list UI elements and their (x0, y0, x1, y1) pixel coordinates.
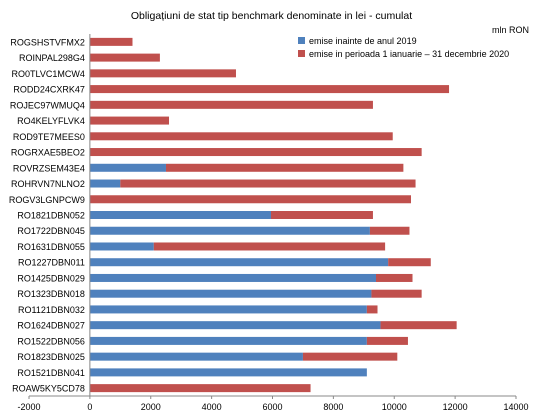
bar-segment-before-2019 (89, 179, 121, 188)
bar-segment-2020 (89, 195, 411, 204)
bar-segment-2020 (270, 211, 373, 219)
bar-segment-2020 (120, 179, 416, 188)
bar-segment-before-2019 (89, 163, 166, 172)
legend-label: emise inainte de anul 2019 (309, 36, 417, 46)
legend-label: emise in perioada 1 ianuarie – 31 decemb… (309, 49, 509, 59)
bar-segment-2020 (89, 69, 236, 78)
chart-title: Obligațiuni de stat tip benchmark denomi… (130, 10, 413, 22)
bar-segment-2020 (375, 273, 413, 282)
bar-segment-2020 (153, 242, 386, 251)
bar-segment-2020 (380, 321, 457, 330)
category-label: ROGV3LGNPCW9 (9, 195, 85, 205)
bar-segment-2020 (388, 258, 431, 267)
category-label: RO1521DBN041 (17, 368, 85, 378)
bar-segment-2020 (89, 116, 170, 125)
bar-segment-2020 (165, 163, 404, 172)
x-tick-label: 4000 (202, 402, 222, 412)
x-tick-label: 0 (87, 402, 92, 412)
bar-segment-2020 (89, 37, 133, 46)
category-label: ROD9TE7MEES0 (13, 132, 85, 142)
bar-segment-before-2019 (89, 352, 303, 361)
bar-segment-before-2019 (89, 368, 367, 377)
category-labels: ROGSHSTVFMX2 ROINPAL298G4 RO0TLVC1MCW4 RODD… (9, 37, 85, 393)
x-tick-label: 10000 (382, 402, 407, 412)
category-label: RO1323DBN018 (17, 289, 85, 299)
bar-segment-2020 (366, 336, 408, 345)
x-tick-label: 2000 (141, 402, 161, 412)
category-label: ROVRZSEM43E4 (13, 163, 85, 173)
category-label: RO4KELYFLVK4 (17, 116, 85, 126)
bar-segment-2020 (89, 100, 373, 109)
category-label: RO1522DBN056 (17, 336, 85, 346)
category-label: RO1121DBN032 (18, 305, 85, 315)
category-label: ROGRXAE5BEO2 (11, 148, 85, 158)
bar-segment-before-2019 (89, 289, 372, 298)
bar-segment-2020 (302, 352, 398, 361)
bar-segment-2020 (371, 289, 422, 298)
bar-segment-before-2019 (89, 226, 370, 235)
category-label: ROINPAL298G4 (19, 53, 85, 63)
bars-layer (89, 37, 457, 393)
category-label: ROJEC97WMUQ4 (10, 100, 85, 110)
bar-segment-before-2019 (89, 242, 154, 251)
unit-label: mln RON (491, 25, 529, 35)
category-label: RO1821DBN052 (17, 211, 85, 221)
x-axis-ticks: -2000 0 2000 4000 6000 8000 10000 12000 14000 (17, 396, 529, 412)
bar-segment-before-2019 (89, 336, 367, 345)
bar-segment-2020 (89, 384, 311, 393)
bar-segment-before-2019 (89, 258, 389, 267)
category-label: RO1227DBN011 (18, 258, 85, 268)
legend: emise inainte de anul 2019 emise in perio… (298, 36, 509, 59)
category-label: ROAW5KY5CD78 (12, 384, 85, 394)
bar-segment-before-2019 (89, 211, 271, 219)
bar-segment-2020 (89, 85, 450, 94)
category-label: RO1722DBN045 (17, 226, 85, 236)
bar-segment-2020 (89, 53, 160, 62)
category-label: RO0TLVC1MCW4 (12, 69, 85, 79)
category-label: ROHRVN7NLNO2 (11, 179, 85, 189)
category-label: RO1823DBN025 (17, 352, 85, 362)
bar-segment-2020 (89, 132, 393, 141)
x-tick-label: -2000 (17, 402, 40, 412)
bar-segment-2020 (369, 226, 410, 235)
x-tick-label: 14000 (503, 402, 528, 412)
bar-segment-before-2019 (89, 305, 367, 314)
bar-segment-2020 (89, 148, 422, 157)
legend-swatch (298, 37, 305, 44)
bar-segment-before-2019 (89, 321, 381, 330)
category-label: RODD24CXRK47 (13, 85, 85, 95)
x-tick-label: 12000 (443, 402, 468, 412)
category-label: RO1631DBN055 (17, 242, 85, 252)
bar-segment-2020 (366, 305, 378, 314)
category-label: ROGSHSTVFMX2 (10, 37, 85, 47)
x-tick-label: 6000 (262, 402, 282, 412)
legend-swatch (298, 50, 305, 57)
category-label: RO1425DBN029 (17, 273, 85, 283)
bar-segment-before-2019 (89, 273, 376, 282)
category-label: RO1624DBN027 (17, 321, 85, 331)
x-tick-label: 8000 (323, 402, 343, 412)
